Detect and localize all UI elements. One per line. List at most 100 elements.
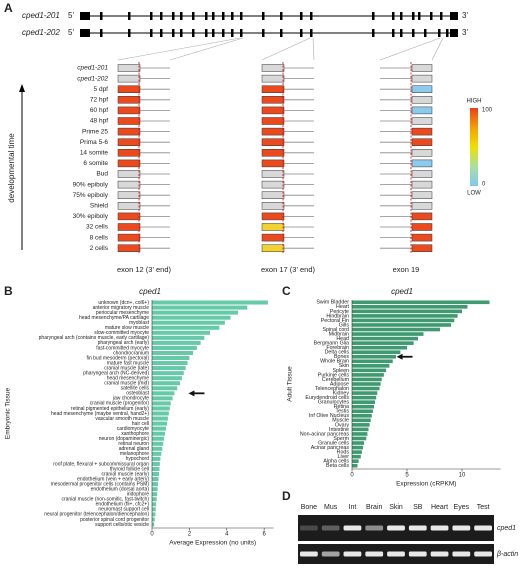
pointer-arrow-head: [188, 390, 195, 397]
guide-line: [379, 37, 441, 61]
bar: [152, 406, 170, 411]
exon-cell: [261, 244, 285, 252]
y-tick-label: head mesenchyme/PA cartilage: [79, 315, 149, 321]
y-tick-label: endothelium (vein + early artery): [77, 476, 149, 482]
exon-cell: [261, 223, 285, 231]
exon: [440, 12, 443, 20]
bar: [152, 522, 155, 527]
three-prime: 3': [462, 11, 468, 20]
bar: [152, 330, 210, 335]
exon-cell: [117, 244, 141, 252]
bar: [152, 335, 205, 340]
exon: [300, 29, 303, 37]
five-prime: 5': [68, 11, 74, 20]
exon: [205, 12, 208, 20]
bar: [152, 477, 159, 482]
y-tick-label: Non-acinar pancreas: [300, 431, 350, 437]
exon: [150, 12, 153, 20]
exon-cell: [261, 159, 285, 168]
bar: [352, 359, 393, 364]
exon: [310, 29, 313, 37]
y-tick-label: pharyngeal arch (NC-derived): [83, 370, 149, 376]
exon: [100, 12, 103, 20]
five-prime: 5': [68, 28, 74, 37]
y-tick-label: head mesenchyme (maybe ventral, hand2+): [51, 411, 149, 417]
exon-cell: [117, 74, 141, 83]
bar: [352, 436, 367, 441]
y-tick-label: periocular mesenchyme: [96, 310, 149, 316]
stage-label: 6 somite: [83, 160, 108, 167]
stage-label: 60 hpf: [90, 107, 108, 114]
bar: [152, 441, 164, 446]
x-axis-label: Average Expression (no units): [169, 540, 256, 547]
gel-band: [474, 525, 492, 531]
x-tick-label: 10: [459, 473, 466, 479]
y-tick-label: head mesenchyme: [107, 376, 149, 382]
gel-band: [408, 551, 427, 557]
exon-cell: [117, 96, 141, 104]
gene-label: β-actin: [496, 551, 518, 558]
exon-cell: [411, 159, 433, 168]
exon-cell: [411, 170, 433, 178]
exon-cell: [117, 233, 141, 242]
bar: [352, 373, 384, 377]
stage-label: Shield: [90, 203, 108, 210]
y-tick-label: endothelium (dorsal aorta): [91, 486, 150, 492]
guide-line: [117, 37, 241, 61]
bar: [352, 413, 372, 418]
gel-band: [343, 551, 362, 557]
y-tick-label: Cerebellum: [322, 377, 350, 383]
exon-cell: [411, 233, 433, 242]
exon-cell: [117, 127, 141, 136]
exon: [212, 29, 215, 37]
guide-line: [431, 37, 444, 61]
exon-cell: [411, 191, 433, 199]
y-tick-label: cardiomyocyte: [117, 426, 149, 432]
exon-cell: [261, 202, 285, 210]
bar: [352, 382, 381, 386]
gene-end: [80, 12, 90, 20]
y-tick-label: neural progenitor (telencephalon/diencep…: [44, 512, 149, 518]
y-axis-label: Adult Tissue: [287, 366, 294, 402]
exon-label: exon 17 (3' end): [261, 265, 315, 274]
y-tick-label: Rods: [337, 450, 350, 456]
lane-label: Eyes: [454, 504, 470, 511]
exon: [222, 29, 225, 37]
y-tick-label: jaw chondrocyte: [112, 396, 149, 402]
exon: [192, 29, 195, 37]
gel-band: [343, 525, 362, 531]
exon: [160, 29, 163, 37]
exon: [212, 12, 215, 20]
bar: [152, 300, 268, 305]
y-tick-label: vascular smooth muscle: [95, 416, 149, 422]
lane-label: Brain: [366, 504, 382, 511]
y-tick-label: satellite cells: [121, 386, 150, 392]
y-tick-label: iridophore: [127, 492, 149, 498]
exon-cell: [411, 202, 433, 210]
panel-label: C: [282, 284, 291, 298]
bar: [152, 507, 156, 512]
gel-band: [452, 551, 471, 557]
y-tick-label: cranial muscle (early): [101, 471, 149, 477]
bar: [152, 325, 220, 330]
exon-cell: [261, 138, 285, 146]
bar: [152, 320, 225, 325]
exon: [222, 12, 225, 20]
y-tick-label: cranial muscle (non-somitic, fast-twitch…: [61, 497, 149, 503]
y-tick-label: Bones: [334, 354, 349, 360]
y-tick-label: Inf Olive Nucleus: [309, 413, 349, 419]
legend-max: 100: [482, 108, 493, 114]
bar: [152, 345, 197, 350]
gel-band: [300, 551, 318, 557]
stage-label: 14 somite: [80, 150, 109, 157]
gel-band: [387, 551, 405, 557]
x-tick-label: 6: [262, 532, 266, 538]
bar: [152, 421, 167, 426]
exon-cell: [261, 74, 285, 83]
bar: [352, 341, 414, 345]
y-tick-label: hypochord: [126, 456, 150, 462]
bar: [352, 459, 359, 464]
exon: [231, 29, 234, 37]
y-tick-label: Granule cells: [318, 440, 349, 446]
